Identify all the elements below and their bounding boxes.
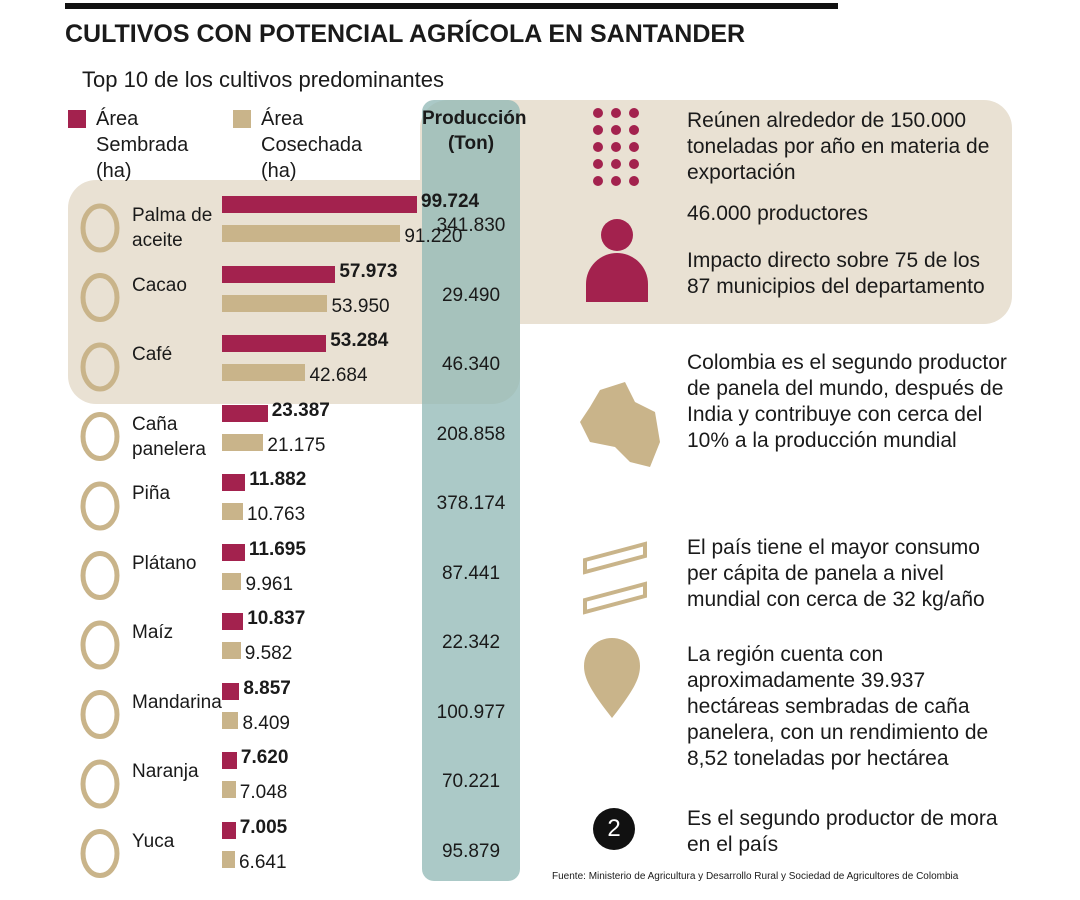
value-label: 10.763 <box>247 504 306 525</box>
production-title: Producción (Ton) <box>422 108 527 154</box>
production-value: 95.879 <box>441 840 501 862</box>
crop-icon <box>80 620 120 670</box>
source: Fuente: Ministerio de Agricultura y Desa… <box>552 871 959 882</box>
fact-text: Impacto directo sobre 75 de los 87 munic… <box>687 249 985 298</box>
bar <box>222 265 336 283</box>
crop-icon <box>80 690 120 739</box>
crop-icons <box>80 203 120 878</box>
person-icon <box>586 219 648 302</box>
production-value: 341.830 <box>436 215 506 236</box>
category-label: Caña panelera <box>132 413 206 460</box>
value-label: 9.582 <box>244 643 293 664</box>
category-label: Café <box>132 344 173 365</box>
bar <box>222 335 327 352</box>
map-icon <box>580 382 660 467</box>
production-value: 100.977 <box>436 701 506 723</box>
bar <box>222 682 240 700</box>
top-rule <box>65 3 838 9</box>
category-label: Yuca <box>132 830 175 852</box>
category-label: Maíz <box>132 622 174 643</box>
legend-label: Área Cosechada (ha) <box>261 108 363 182</box>
value-label: 7.005 <box>239 816 288 838</box>
badge-circle <box>593 808 635 850</box>
bar <box>222 850 235 868</box>
production-value: 208.858 <box>436 423 506 445</box>
production-value: 46.340 <box>441 354 501 375</box>
bar <box>222 225 401 242</box>
production-value: 87.441 <box>441 562 501 584</box>
fact-text: El país tiene el mayor consumo per cápit… <box>687 536 985 611</box>
crop-icon <box>80 551 120 600</box>
legend-swatch <box>68 110 86 128</box>
crop-icon <box>80 829 120 878</box>
bar <box>222 821 236 839</box>
category-label: Naranja <box>132 761 199 782</box>
category-label: Mandarina <box>132 691 222 713</box>
value-label: 11.882 <box>249 469 307 490</box>
bar <box>222 613 244 630</box>
bar <box>222 572 242 590</box>
value-label: 53.950 <box>331 295 390 317</box>
legend-swatch <box>233 110 251 128</box>
value-label: 57.973 <box>339 260 398 282</box>
fact-text: Es el segundo productor de mora en el pa… <box>687 807 998 856</box>
production-column <box>422 100 520 881</box>
bar <box>222 433 264 451</box>
title: CULTIVOS CON POTENCIAL AGRÍCOLA EN SANTA… <box>65 20 746 48</box>
panela-icon <box>583 541 647 615</box>
value-label: 7.048 <box>239 782 288 803</box>
category-label: Cacao <box>132 274 187 296</box>
fact-text: Reúnen alrededor de 150.000 toneladas po… <box>687 109 990 184</box>
value-label: 6.641 <box>238 851 287 873</box>
value-label: 42.684 <box>309 365 368 386</box>
bar <box>222 404 268 422</box>
value-label: 8.857 <box>243 677 291 699</box>
production-value: 29.490 <box>441 284 501 306</box>
crop-icon <box>80 759 120 809</box>
value-label: 8.409 <box>242 712 290 734</box>
value-label: 99.724 <box>421 191 480 212</box>
subtitle: Top 10 de los cultivos predominantes <box>82 67 444 92</box>
legend-label: Área Sembrada (ha) <box>96 108 189 182</box>
bar <box>222 196 417 213</box>
bar <box>222 752 237 769</box>
fact-text: La región cuenta con aproximadamente 39.… <box>687 643 989 770</box>
value-label: 23.387 <box>271 399 330 421</box>
crop-icon <box>80 342 120 392</box>
pin-icon <box>584 638 640 718</box>
category-label: Piña <box>132 483 171 504</box>
bar <box>222 543 245 561</box>
bar <box>222 642 241 659</box>
value-label: 53.284 <box>330 330 389 351</box>
bar <box>222 364 306 381</box>
crop-icon <box>80 203 120 253</box>
crop-icon <box>80 481 120 531</box>
production-value: 70.221 <box>441 771 501 792</box>
badge-text: 2 <box>607 815 621 842</box>
fact-text: Colombia es el segundo productor de pane… <box>687 351 1007 452</box>
value-label: 91.220 <box>404 226 463 247</box>
value-label: 11.695 <box>248 538 306 560</box>
dots-icon <box>593 108 639 186</box>
bar <box>222 503 244 520</box>
production-value: 22.342 <box>441 632 501 653</box>
crops-panel <box>68 180 520 404</box>
crop-icon <box>80 273 120 322</box>
category-label: Plátano <box>132 552 197 574</box>
crop-icon <box>80 412 120 461</box>
bar <box>222 474 246 491</box>
bar <box>222 781 236 798</box>
fact-text: 46.000 productores <box>687 202 868 225</box>
value-label: 7.620 <box>240 747 289 768</box>
production-value: 378.174 <box>436 493 506 514</box>
value-label: 9.961 <box>245 573 294 595</box>
bar <box>222 294 328 312</box>
category-label: Palma de aceite <box>132 205 213 251</box>
value-label: 21.175 <box>267 434 326 456</box>
bar <box>222 711 239 729</box>
value-label: 10.837 <box>247 608 306 629</box>
facts-panel <box>420 100 1012 324</box>
